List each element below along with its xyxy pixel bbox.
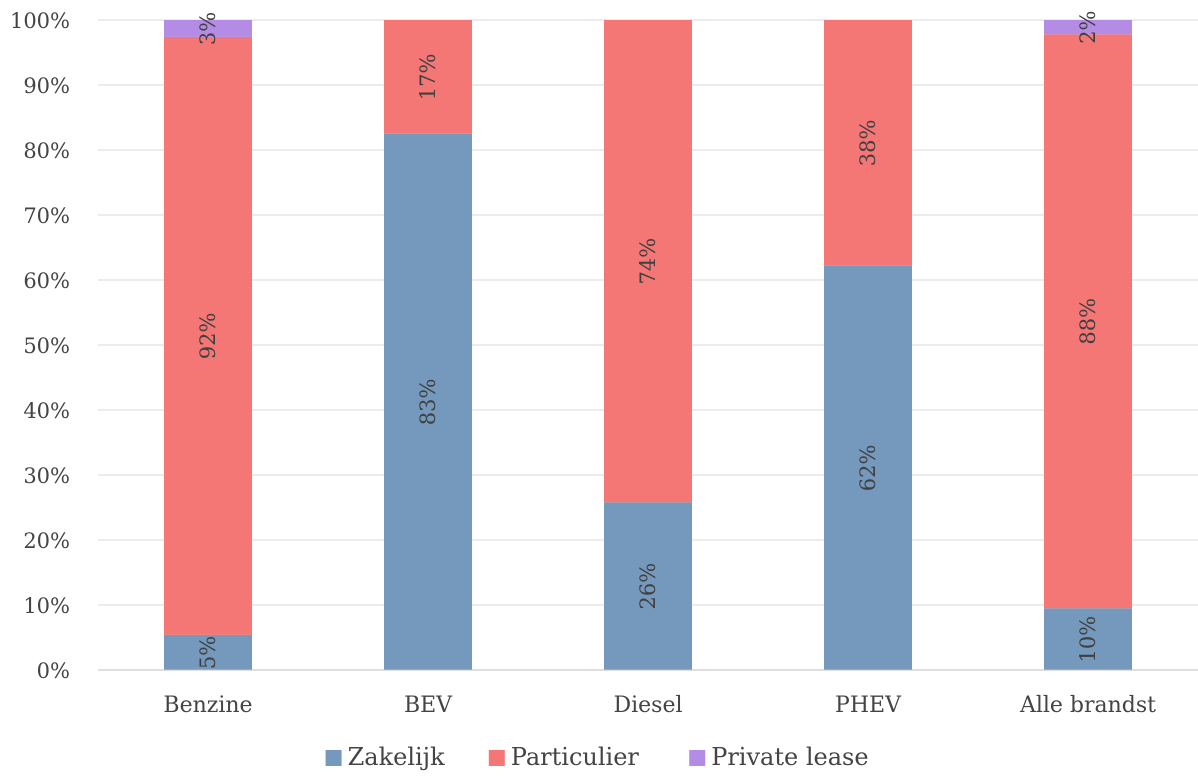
y-tick-label: 50%: [23, 334, 70, 358]
bar-segment: [164, 36, 252, 635]
x-tick-label: Alle brandst: [1019, 693, 1156, 718]
legend-label: Particulier: [511, 743, 640, 771]
y-tick-label: 100%: [10, 9, 70, 33]
data-label: 88%: [1076, 298, 1100, 345]
bars: [164, 20, 1132, 670]
y-tick-label: 80%: [23, 139, 70, 163]
x-tick-label: BEV: [404, 693, 453, 718]
y-tick-label: 40%: [23, 399, 70, 423]
x-tick-label: Diesel: [613, 693, 682, 718]
bar-segment: [384, 20, 472, 134]
legend-label: Private lease: [711, 743, 868, 771]
data-label: 92%: [196, 313, 220, 360]
legend: Zakelijk Particulier Private lease: [325, 743, 869, 771]
bar-segment: [1044, 34, 1132, 609]
bar-segment: [164, 20, 252, 37]
y-tick-label: 70%: [23, 204, 70, 228]
y-tick-label: 30%: [23, 464, 70, 488]
legend-swatch: [488, 750, 505, 766]
data-label: 10%: [1076, 616, 1100, 663]
bar-segment: [824, 265, 912, 670]
y-tick-label: 90%: [23, 74, 70, 98]
data-label: 74%: [636, 238, 660, 285]
bar-segment: [384, 133, 472, 670]
y-axis: 0% 10% 20% 30% 40% 50% 60% 70% 80% 90% 100%: [10, 9, 70, 683]
x-tick-label: PHEV: [835, 693, 902, 718]
legend-swatch: [689, 750, 706, 766]
y-tick-label: 60%: [23, 269, 70, 293]
data-label: 38%: [856, 120, 880, 167]
y-tick-label: 0%: [37, 659, 70, 683]
data-label: 62%: [856, 445, 880, 492]
data-label: 17%: [416, 54, 440, 101]
y-tick-label: 20%: [23, 529, 70, 553]
data-labels: 5% 92% 3% 83% 17% 26% 74% 62% 38% 10% 88% 2%: [196, 10, 1100, 669]
bar-segment: [1044, 608, 1132, 670]
data-label: 26%: [636, 563, 660, 610]
data-label: 3%: [196, 12, 220, 45]
bar-segment: [824, 20, 912, 266]
x-axis: Benzine BEV Diesel PHEV Alle brandst: [98, 669, 1198, 718]
bar-segment: [1044, 20, 1132, 35]
data-label: 5%: [196, 636, 220, 669]
bar-segment: [164, 634, 252, 670]
x-tick-label: Benzine: [163, 693, 252, 718]
data-label: 83%: [416, 379, 440, 426]
data-label: 2%: [1076, 10, 1100, 43]
bar-segment: [604, 20, 692, 503]
bar-segment: [604, 502, 692, 670]
legend-swatch: [325, 750, 342, 766]
legend-label: Zakelijk: [348, 743, 446, 771]
y-tick-label: 10%: [23, 594, 70, 618]
